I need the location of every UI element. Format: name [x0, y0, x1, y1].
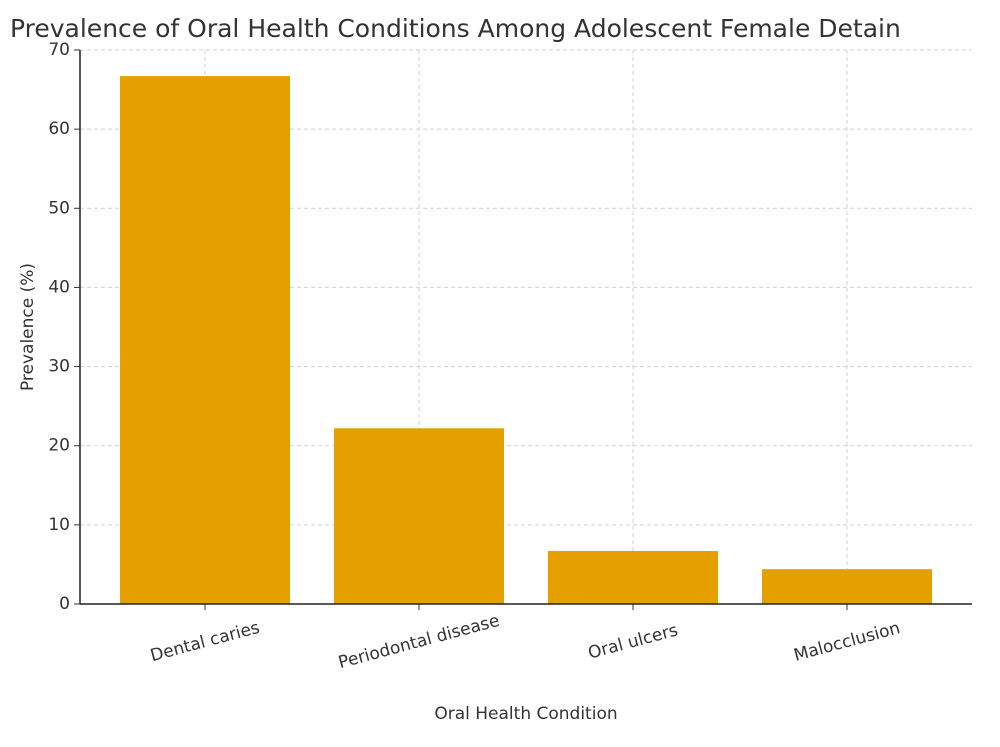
x-tick-label: Oral ulcers	[586, 620, 680, 663]
y-tick-label: 10	[48, 515, 70, 535]
x-tick-label: Dental caries	[148, 618, 262, 666]
bar	[120, 76, 290, 605]
y-tick-label: 0	[59, 594, 70, 614]
bar	[334, 428, 504, 604]
y-tick-label: 50	[48, 198, 70, 218]
x-tick-label: Periodontal disease	[336, 611, 501, 673]
x-axis-label: Oral Health Condition	[434, 704, 617, 724]
y-axis-label: Prevalence (%)	[18, 263, 38, 391]
y-tick-label: 20	[48, 436, 70, 456]
x-tick-label: Malocclusion	[792, 618, 903, 666]
y-tick-label: 60	[48, 119, 70, 139]
y-tick-label: 40	[48, 277, 70, 297]
y-tick-label: 30	[48, 357, 70, 377]
bar	[762, 569, 932, 604]
bar	[548, 550, 718, 604]
chart-title: Prevalence of Oral Health Conditions Amo…	[10, 14, 901, 43]
y-tick-label: 70	[48, 40, 70, 60]
